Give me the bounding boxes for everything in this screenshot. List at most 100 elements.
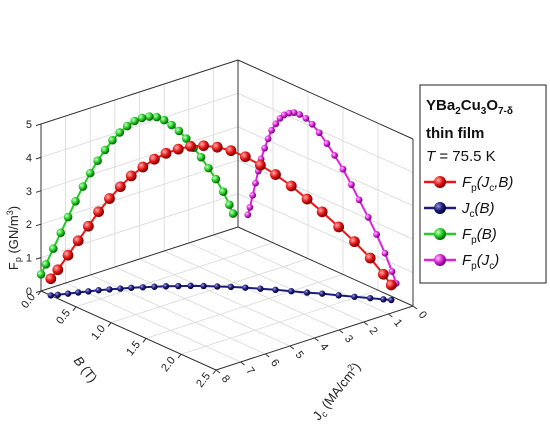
data-point <box>211 174 221 184</box>
z-tick-label: 3 <box>26 186 32 198</box>
data-point <box>104 193 115 204</box>
data-point <box>333 221 345 233</box>
data-point <box>187 282 194 290</box>
data-point <box>72 235 84 247</box>
data-point <box>45 273 57 285</box>
data-point <box>264 135 272 143</box>
z-tick-label: 5 <box>26 119 32 131</box>
legend-label: Jc(B) <box>461 200 495 220</box>
data-point <box>211 141 223 153</box>
legend-title-temp: T = 75.5 K <box>426 148 496 165</box>
data-point <box>301 193 313 205</box>
data-point <box>255 159 266 171</box>
legend-marker <box>434 254 446 266</box>
data-point <box>244 211 252 219</box>
z-tick-label: 2 <box>26 219 32 231</box>
data-point <box>49 244 58 253</box>
data-series <box>36 109 400 304</box>
data-point <box>162 283 170 290</box>
data-point <box>276 114 284 122</box>
data-point <box>272 120 280 128</box>
data-point <box>137 161 149 173</box>
x-tick-label: 7 <box>243 365 256 377</box>
legend-label: Fp(Jc,B) <box>462 174 513 194</box>
data-point <box>349 236 360 248</box>
data-point <box>106 286 113 293</box>
series-jc-b- <box>47 282 395 304</box>
data-point <box>41 260 51 269</box>
y-tick-label: 0.5 <box>54 307 73 326</box>
x-tick-label: 3 <box>342 333 355 345</box>
data-point <box>114 181 126 193</box>
data-point <box>125 170 137 182</box>
data-point <box>181 134 191 143</box>
y-tick-label: 1.0 <box>89 323 108 342</box>
y-axis-label: Jc (MA/cm2) <box>309 359 366 424</box>
data-point <box>381 249 389 257</box>
z-tick-label: 1 <box>26 253 32 265</box>
data-point <box>63 212 73 222</box>
series-fp-jc-b- <box>45 140 397 291</box>
data-point <box>364 252 376 264</box>
data-point <box>56 228 65 238</box>
data-point <box>388 296 395 304</box>
legend-entry: Fp(Jc) <box>424 252 499 272</box>
data-point <box>367 294 374 302</box>
data-point <box>315 129 323 137</box>
legend-marker <box>434 176 446 188</box>
data-point <box>285 180 297 192</box>
data-point <box>75 289 82 296</box>
data-point <box>288 288 295 295</box>
series-line <box>50 284 392 302</box>
legend-entry: Jc(B) <box>424 200 495 220</box>
series-line <box>50 144 393 286</box>
data-point <box>302 114 310 122</box>
y-tick-label: 2.5 <box>194 370 213 389</box>
data-point <box>214 283 221 290</box>
legend-label: Fp(B) <box>462 226 497 246</box>
data-point <box>130 116 139 126</box>
data-point <box>52 264 64 276</box>
data-point <box>218 187 228 197</box>
data-point <box>54 291 62 298</box>
data-point <box>239 151 251 163</box>
data-point <box>85 168 95 178</box>
x-tick-label: 4 <box>317 341 330 353</box>
legend-title-film: thin film <box>426 125 484 142</box>
data-point <box>316 206 328 218</box>
data-point <box>227 283 235 291</box>
z-tick-label: 4 <box>26 152 32 164</box>
z-axis-label: Fp (GN/m3) <box>5 206 23 270</box>
data-point <box>270 169 281 180</box>
data-point <box>198 140 209 152</box>
y-tick-label: 2.0 <box>159 355 178 374</box>
data-point <box>160 147 172 159</box>
data-point <box>117 285 124 292</box>
data-point <box>335 292 342 299</box>
data-point <box>47 292 54 299</box>
data-point <box>108 135 117 145</box>
legend: YBa2Cu3O7-δ thin film T = 75.5 K Fp(Jc,B… <box>419 84 547 284</box>
data-point <box>151 283 158 290</box>
x-tick-label: 2 <box>367 325 380 337</box>
data-point <box>388 268 396 275</box>
data-point <box>85 288 92 295</box>
data-point <box>268 126 275 134</box>
y-tick-label: 0.0 <box>19 291 38 310</box>
data-point <box>159 115 169 125</box>
z-tick-label: 0 <box>26 286 32 298</box>
data-point <box>339 165 347 173</box>
data-point <box>228 209 238 218</box>
legend-marker <box>434 202 446 214</box>
data-point <box>149 153 160 165</box>
y-tick-label: 1.5 <box>124 339 143 358</box>
data-point <box>225 200 234 210</box>
data-point <box>242 284 249 291</box>
data-point <box>377 268 389 280</box>
data-point <box>93 156 102 166</box>
data-point <box>272 286 279 294</box>
data-point <box>318 290 326 297</box>
x-tick-label: 1 <box>391 317 404 329</box>
data-point <box>139 284 147 291</box>
data-point <box>152 112 162 122</box>
